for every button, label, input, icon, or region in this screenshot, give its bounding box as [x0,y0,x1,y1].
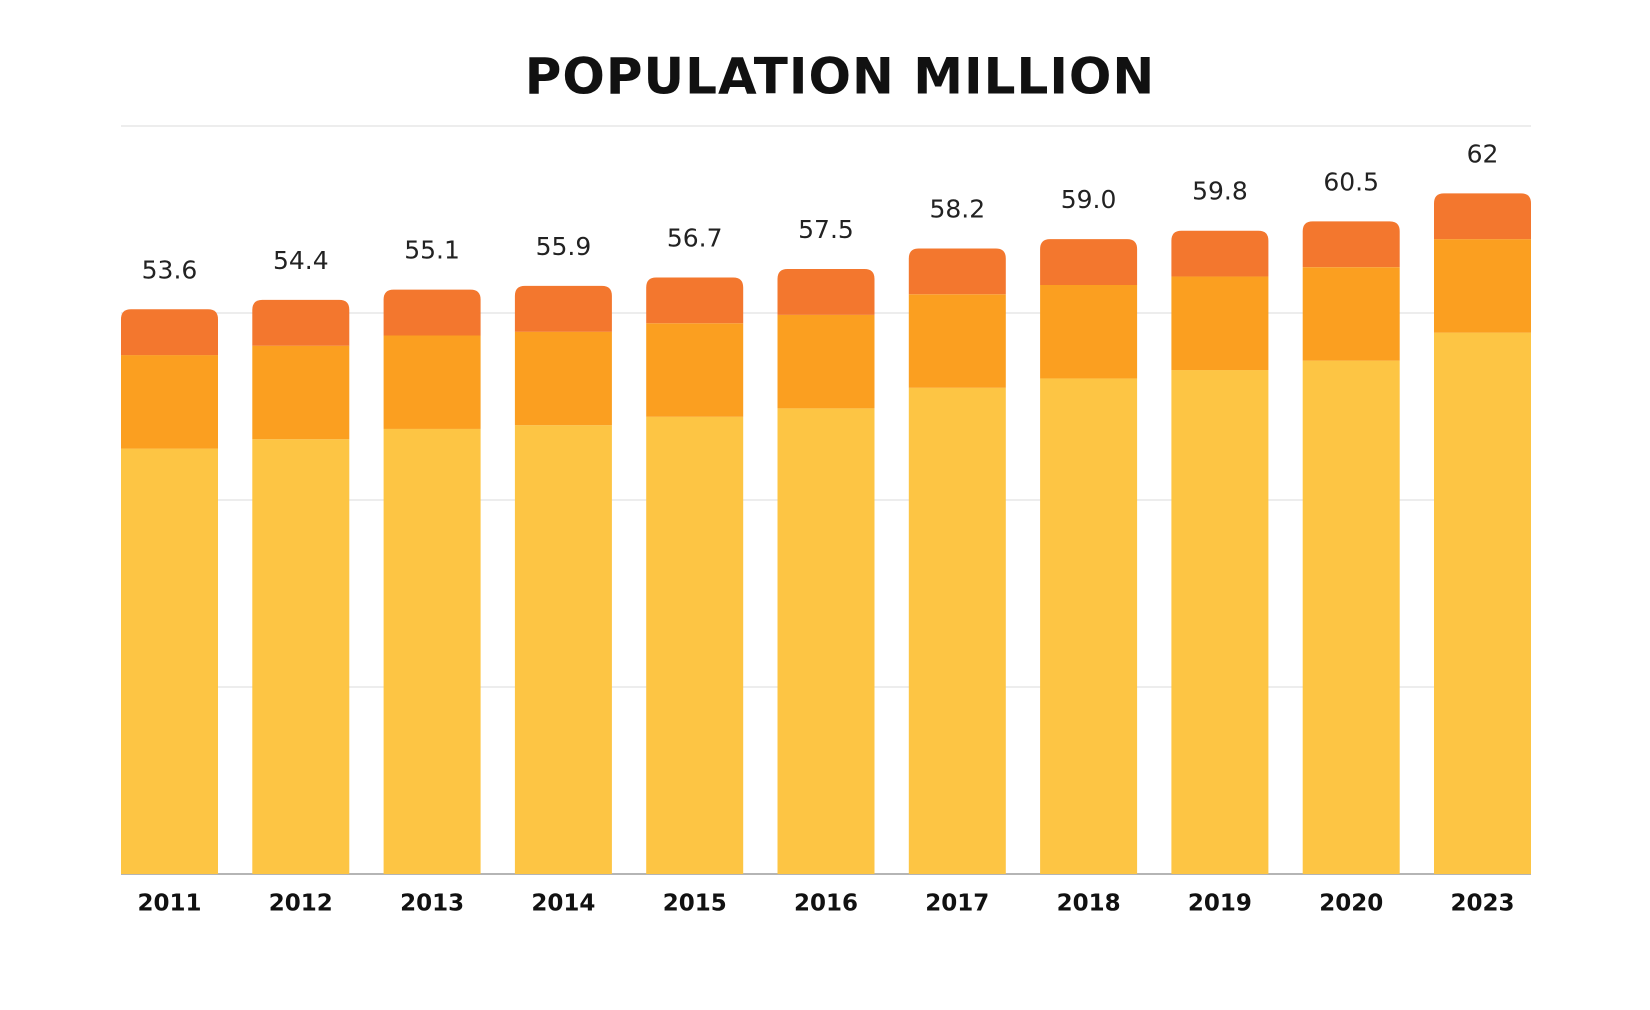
total-label: 55.9 [536,232,592,261]
bar-segment [777,408,875,874]
bar-segment [514,285,612,332]
x-tick-label: 2017 [925,891,989,917]
x-tick-label: 2019 [1188,891,1252,917]
bar-segment [1040,378,1138,874]
bar-segment [777,314,875,409]
bar-segment [1434,239,1531,333]
bar-segment [1171,370,1269,874]
x-tick-label: 2023 [1450,891,1514,917]
bar-segment [1302,221,1400,268]
bar-segment [1171,276,1269,371]
x-tick-label: 2011 [137,891,201,917]
x-tick-label: 2015 [663,891,727,917]
bar-segment [1302,360,1400,874]
chart-title: POPULATION MILLION [525,48,1156,106]
bar-segment [908,248,1006,295]
bar-segment [646,323,744,417]
bar-segment [1040,239,1138,285]
bar-segment [252,439,350,874]
x-tick-label: 2020 [1319,891,1383,917]
bar-segment [1171,230,1269,277]
bar-segment [1302,267,1400,361]
total-label: 53.6 [142,255,198,284]
bar-segment [252,345,350,440]
x-tick-label: 2014 [531,891,595,917]
bar-segment [908,294,1006,388]
bar-segment [1434,332,1531,874]
total-label: 59.8 [1192,177,1248,206]
bar-segment [514,331,612,426]
bar-segment [121,448,218,874]
bar-segment [1040,284,1138,379]
total-label: 57.5 [798,215,854,244]
bar-segment [252,299,350,346]
bar-segment [383,289,481,336]
x-tick-label: 2018 [1057,891,1121,917]
total-label: 55.1 [404,236,460,265]
bar-segment [121,355,218,449]
x-tick-label: 2013 [400,891,464,917]
total-label: 56.7 [667,223,723,252]
x-tick-label: 2012 [269,891,333,917]
x-tick-label: 2016 [794,891,858,917]
bar-segment [121,309,218,356]
bar-segment [514,425,612,874]
total-label: 54.4 [273,246,329,275]
bar-segment [777,269,875,315]
total-label: 58.2 [929,194,985,223]
total-label: 60.5 [1323,167,1379,196]
bar-segment [908,387,1006,874]
bar-segment [383,428,481,874]
bar-segment [383,335,481,429]
bar-segment [646,416,744,874]
bar-segment [1434,193,1531,240]
total-label: 59.0 [1061,185,1117,214]
total-label: 62 [1467,139,1499,168]
bar-segment [646,277,744,324]
